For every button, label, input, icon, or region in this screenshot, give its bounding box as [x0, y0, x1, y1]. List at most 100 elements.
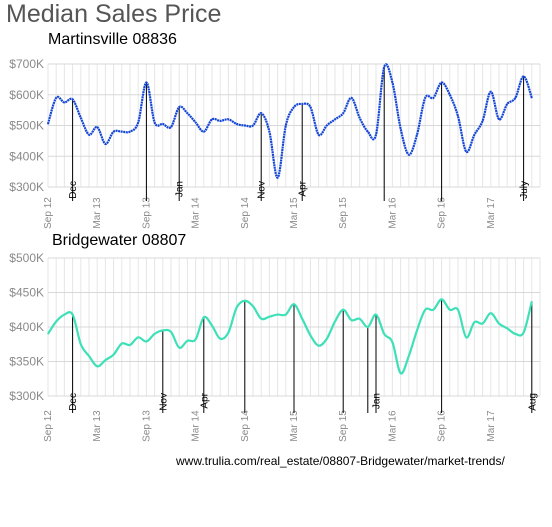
data-point	[441, 81, 443, 84]
data-point	[178, 106, 180, 108]
data-point	[424, 97, 426, 99]
annotation-label: Dec	[68, 181, 79, 199]
x-tick-label: Mar 17	[486, 197, 497, 229]
data-point	[375, 313, 377, 316]
data-point	[154, 333, 156, 335]
data-point	[80, 117, 82, 119]
data-point	[350, 97, 352, 99]
data-point	[285, 313, 287, 316]
data-point	[318, 345, 320, 347]
data-point	[514, 333, 517, 335]
data-point	[309, 106, 311, 108]
x-tick-label: Mar 13	[92, 197, 103, 229]
x-tick-label: Sep 12	[43, 410, 54, 442]
data-point	[367, 326, 369, 328]
data-point	[170, 331, 172, 333]
data-point	[383, 66, 385, 68]
x-tick-label: Sep 13	[141, 410, 152, 442]
data-point	[531, 300, 533, 303]
data-point	[113, 131, 115, 133]
annotation-label: Apr	[199, 392, 210, 408]
data-point	[375, 134, 377, 136]
data-point	[55, 97, 57, 99]
x-tick-label: Mar 15	[289, 410, 300, 442]
data-point	[219, 120, 221, 122]
data-point	[391, 341, 393, 343]
data-point	[129, 131, 131, 133]
data-point	[236, 123, 238, 125]
data-point	[359, 117, 361, 119]
data-point	[506, 103, 508, 105]
data-point	[514, 97, 517, 99]
x-tick-label: Mar 17	[486, 410, 497, 442]
data-point	[293, 303, 295, 305]
data-point	[170, 126, 172, 128]
data-point	[391, 81, 393, 84]
data-point	[47, 123, 49, 125]
y-tick-label: $300K	[9, 389, 44, 403]
data-point	[268, 131, 270, 133]
data-point	[121, 342, 123, 345]
data-point	[137, 336, 139, 338]
data-point	[277, 313, 279, 316]
data-point	[72, 98, 74, 100]
data-point	[342, 112, 344, 114]
data-point	[227, 331, 229, 334]
data-point	[63, 101, 65, 104]
data-point	[482, 322, 484, 325]
x-tick-label: Sep 13	[141, 197, 152, 229]
data-point	[137, 121, 139, 124]
data-point	[416, 134, 418, 136]
annotation-label: Nov	[257, 181, 268, 199]
data-point	[531, 97, 533, 99]
data-point	[432, 309, 434, 311]
data-point	[55, 320, 57, 323]
y-tick-label: $350K	[9, 355, 44, 369]
x-tick-label: Mar 14	[191, 197, 202, 229]
data-point	[145, 81, 147, 84]
data-point	[301, 103, 303, 105]
data-point	[465, 336, 467, 338]
data-point	[498, 118, 500, 120]
annotation-label: Aug	[527, 393, 538, 411]
data-point	[244, 300, 246, 302]
data-point	[236, 307, 238, 309]
x-tick-label: Sep 16	[437, 197, 448, 229]
data-point	[334, 320, 336, 323]
x-tick-label: Sep 14	[240, 410, 251, 442]
data-point	[449, 94, 451, 96]
data-point	[121, 131, 123, 133]
data-point	[350, 319, 352, 321]
series-line-bridgewater	[47, 298, 533, 375]
annotation-label: Jan	[372, 393, 383, 409]
annotation-label: Nov	[158, 393, 169, 411]
data-point	[203, 131, 205, 133]
data-point	[129, 344, 131, 346]
data-point	[96, 126, 98, 128]
data-point	[162, 329, 164, 332]
chart-title-martinsville: Martinsville 08836	[48, 31, 177, 48]
data-point	[326, 124, 328, 127]
data-point	[408, 355, 410, 357]
data-point	[498, 322, 500, 325]
data-point	[63, 313, 65, 316]
x-tick-label: Sep 14	[240, 197, 251, 229]
series-line-martinsville	[46, 63, 533, 179]
chart-0: $300K $400K $500K $600K $700K Sep 12 Mar 13 Sep…	[9, 57, 541, 229]
data-point	[47, 333, 49, 335]
y-tick-label: $500K	[9, 119, 44, 133]
x-tick-label: Mar 13	[92, 410, 103, 442]
data-point	[506, 327, 508, 329]
x-tick-label: Sep 16	[437, 410, 448, 442]
data-point	[473, 134, 475, 136]
data-point	[72, 313, 74, 316]
data-point	[88, 134, 90, 136]
data-point	[113, 354, 115, 356]
data-point	[326, 338, 328, 340]
x-tick-label: Sep 15	[338, 410, 349, 442]
data-point	[432, 97, 434, 99]
data-point	[252, 305, 254, 307]
source-url: www.trulia.com/real_estate/08807-Bridgew…	[176, 454, 505, 468]
data-point	[334, 118, 336, 120]
